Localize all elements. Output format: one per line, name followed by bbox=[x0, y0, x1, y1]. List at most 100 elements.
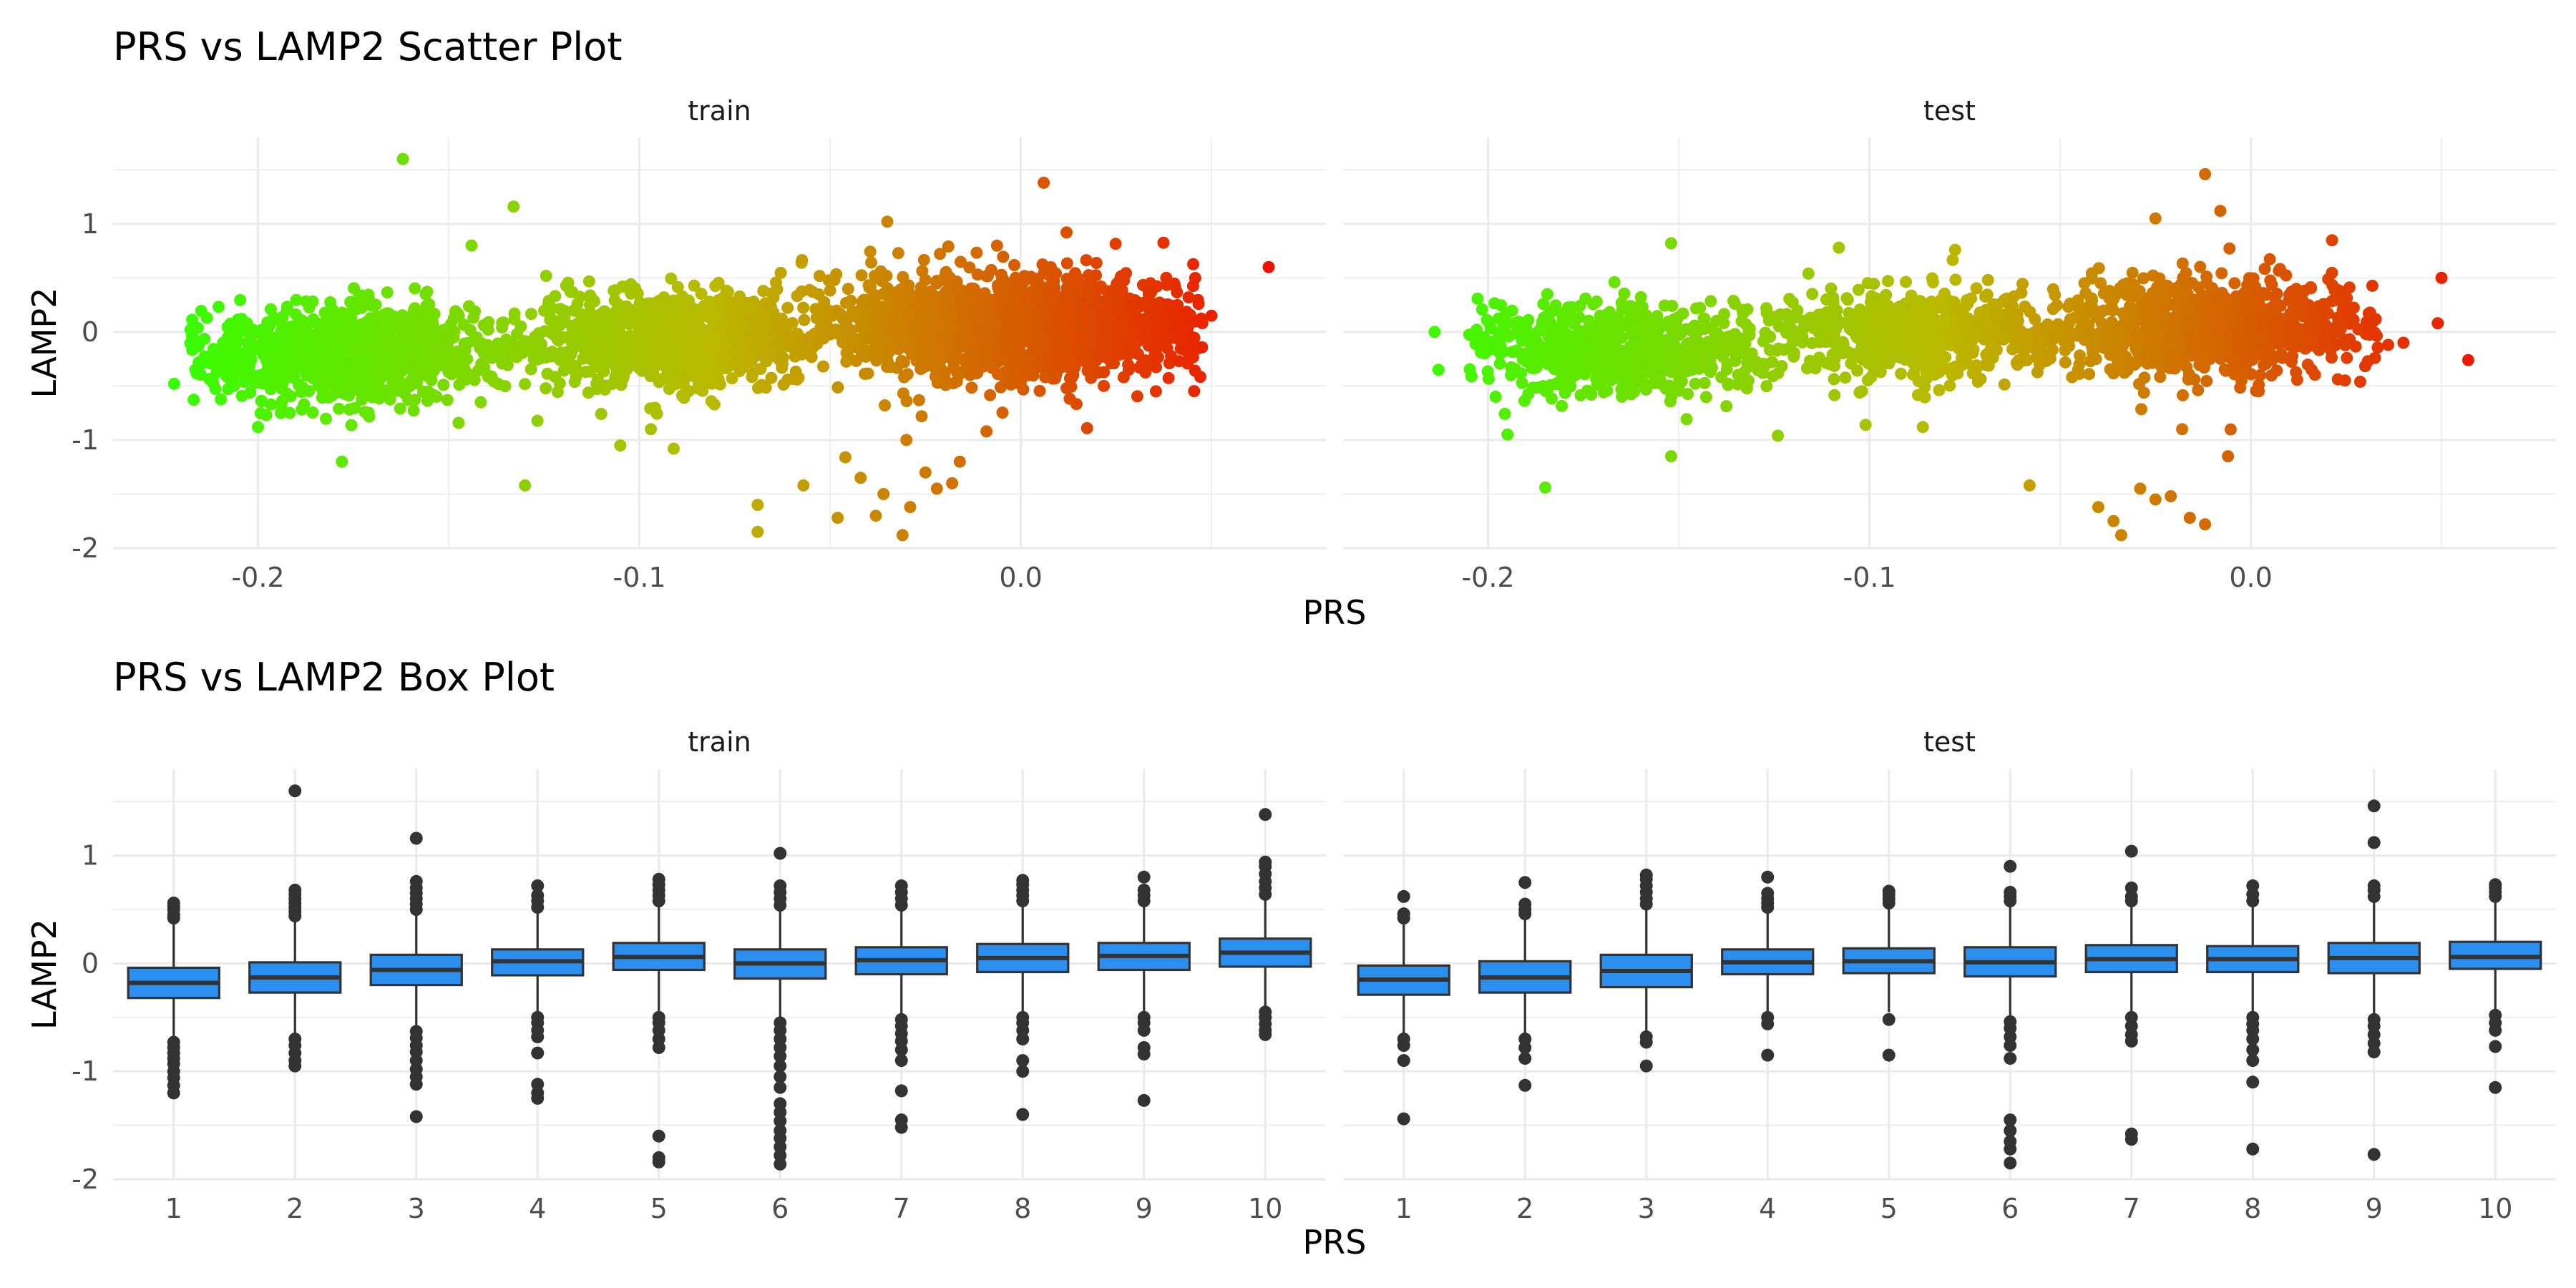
scatter-point bbox=[220, 371, 233, 384]
scatter-point bbox=[579, 366, 592, 379]
scatter-point bbox=[570, 318, 582, 331]
scatter-point bbox=[568, 336, 581, 349]
scatter-point bbox=[1140, 358, 1153, 371]
scatter-point bbox=[519, 378, 532, 391]
scatter-point bbox=[1828, 389, 1841, 401]
scatter-point bbox=[1189, 272, 1201, 284]
scatter-point bbox=[564, 361, 577, 374]
scatter-point bbox=[525, 363, 537, 376]
scatter-point bbox=[641, 337, 654, 350]
scatter-point bbox=[1841, 293, 1854, 306]
x-tick-label: -0.2 bbox=[231, 562, 284, 593]
scatter-point bbox=[981, 358, 994, 371]
scatter-point bbox=[562, 276, 575, 289]
scatter-point bbox=[1506, 304, 1518, 317]
scatter-point bbox=[995, 381, 1007, 394]
scatter-point bbox=[855, 269, 868, 282]
scatter-point bbox=[195, 369, 207, 381]
scatter-point bbox=[1173, 355, 1186, 368]
scatter-point bbox=[806, 286, 819, 298]
scatter-point bbox=[221, 321, 234, 333]
scatter-point bbox=[542, 298, 555, 311]
scatter-point bbox=[392, 374, 405, 387]
scatter-point bbox=[1813, 351, 1825, 364]
scatter-point bbox=[275, 316, 288, 329]
scatter-point bbox=[1108, 283, 1121, 296]
scatter-point bbox=[1625, 342, 1638, 355]
scatter-point bbox=[1658, 299, 1671, 312]
scatter-point bbox=[551, 386, 564, 399]
scatter-point bbox=[917, 253, 930, 266]
scatter-point bbox=[809, 303, 822, 316]
scatter-point bbox=[248, 326, 260, 339]
x-tick-label: 0.0 bbox=[999, 562, 1042, 593]
scatter-point bbox=[1651, 338, 1663, 351]
scatter-point bbox=[186, 313, 199, 326]
scatter-point bbox=[1095, 280, 1108, 293]
scatter-point bbox=[929, 355, 942, 368]
scatter-point bbox=[1262, 260, 1275, 273]
scatter-point bbox=[1551, 376, 1563, 389]
scatter-point bbox=[1559, 346, 1572, 358]
scatter-point bbox=[2022, 328, 2035, 341]
scatter-point bbox=[508, 313, 521, 326]
scatter-point bbox=[733, 290, 746, 303]
scatter-point bbox=[900, 434, 913, 447]
scatter-point bbox=[610, 305, 623, 318]
scatter-point bbox=[1038, 176, 1050, 189]
scatter-point bbox=[726, 372, 738, 385]
scatter-point bbox=[1498, 407, 1511, 420]
scatter-point bbox=[1772, 342, 1785, 355]
scatter-point bbox=[1144, 277, 1157, 290]
scatter-point bbox=[817, 360, 829, 373]
scatter-point bbox=[636, 353, 648, 366]
scatter-point bbox=[459, 370, 472, 383]
scatter-point bbox=[1699, 359, 1712, 372]
scatter-point bbox=[996, 406, 1009, 419]
scatter-point bbox=[275, 341, 288, 354]
scatter-point bbox=[527, 343, 540, 356]
scatter-point bbox=[1131, 390, 1143, 403]
scatter-point bbox=[797, 479, 810, 492]
scatter-point bbox=[897, 332, 909, 345]
scatter-point bbox=[1548, 336, 1560, 349]
scatter-point bbox=[695, 288, 708, 300]
scatter-point bbox=[568, 376, 581, 389]
scatter-point bbox=[389, 347, 402, 360]
scatter-point bbox=[1974, 373, 1987, 386]
scatter-point bbox=[1896, 351, 1909, 364]
scatter-point bbox=[924, 331, 937, 344]
scatter-point bbox=[756, 335, 769, 348]
scatter-point bbox=[400, 346, 412, 359]
scatter-point bbox=[1722, 378, 1735, 390]
scatter-point bbox=[947, 361, 960, 374]
scatter-point bbox=[343, 334, 356, 347]
scatter-point bbox=[876, 301, 889, 313]
scatter-point bbox=[510, 351, 523, 364]
scatter-point bbox=[600, 322, 613, 335]
scatter-point bbox=[1607, 371, 1620, 384]
scatter-point bbox=[625, 287, 638, 300]
scatter-point bbox=[869, 269, 882, 282]
scatter-point bbox=[847, 336, 859, 348]
scatter-point bbox=[402, 394, 414, 406]
scatter-point bbox=[1160, 271, 1173, 284]
scatter-point bbox=[2326, 266, 2338, 279]
scatter-point bbox=[896, 529, 909, 542]
scatter-point bbox=[1523, 351, 1536, 364]
scatter-point bbox=[738, 337, 751, 350]
scatter-point bbox=[1787, 350, 1800, 363]
scatter-point bbox=[1690, 344, 1703, 357]
scatter-point bbox=[836, 336, 849, 348]
scatter-point bbox=[1116, 329, 1128, 342]
scatter-point bbox=[990, 239, 1003, 252]
scatter-point bbox=[683, 311, 696, 324]
scatter-point bbox=[958, 315, 971, 328]
scatter-point bbox=[1516, 376, 1528, 389]
scatter-point bbox=[1920, 366, 1933, 379]
scatter-point bbox=[425, 327, 438, 340]
scatter-point bbox=[661, 346, 674, 358]
scatter-point bbox=[1080, 254, 1093, 267]
scatter-point bbox=[1484, 322, 1497, 335]
scatter-point bbox=[265, 398, 278, 411]
